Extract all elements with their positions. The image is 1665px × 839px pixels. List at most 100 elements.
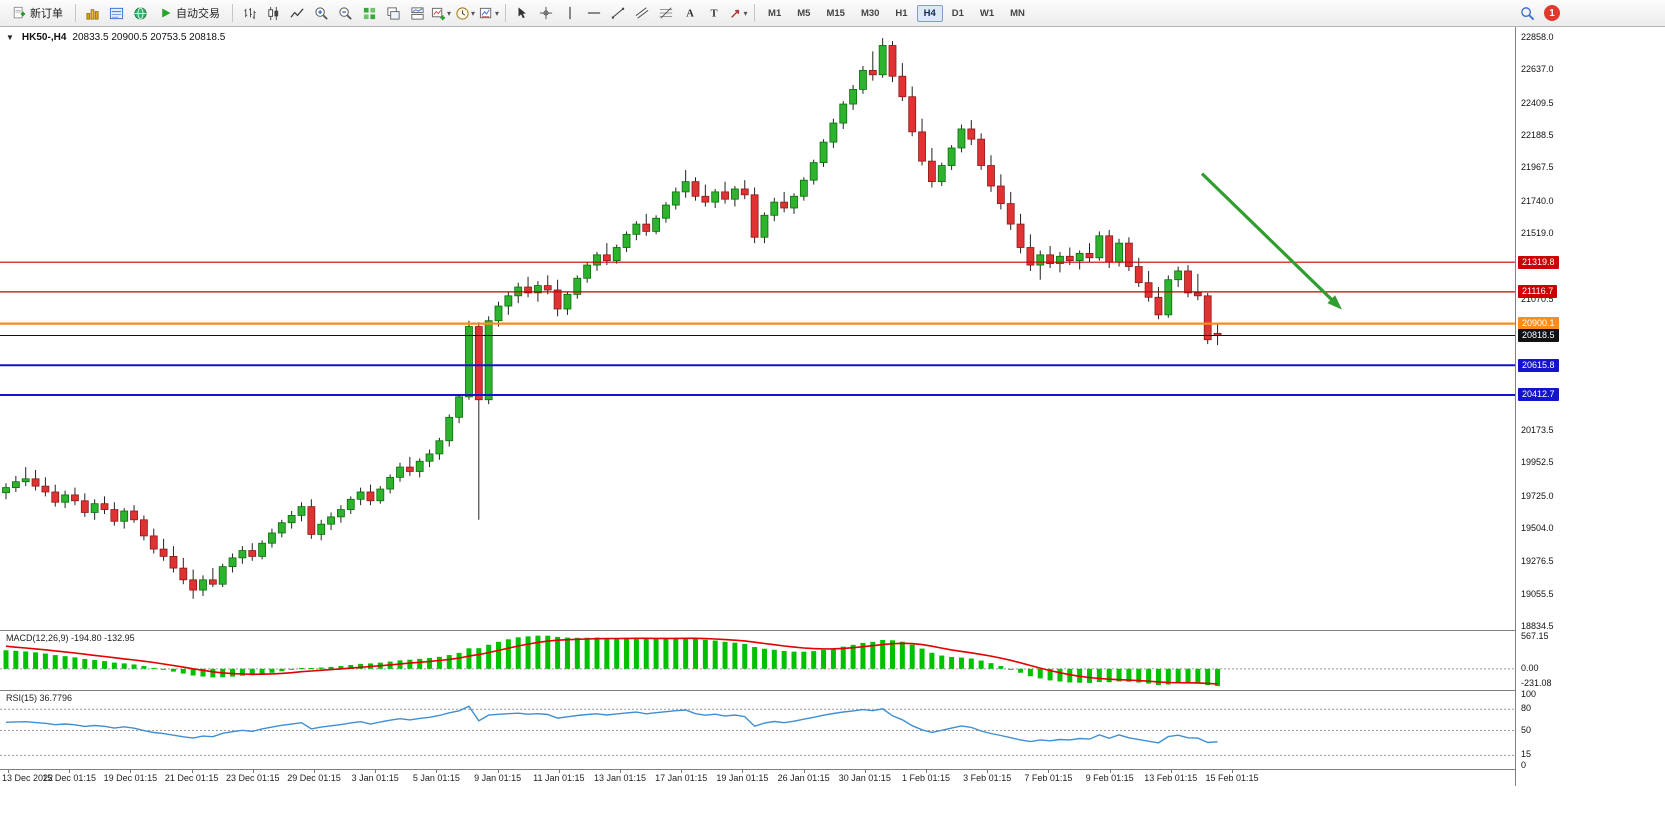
tile-horizontal-icon <box>410 6 425 21</box>
bull-candle <box>504 295 513 307</box>
bull-candle <box>297 506 306 516</box>
cascade-windows-icon <box>386 6 401 21</box>
navigator-button[interactable] <box>129 2 151 24</box>
price-axis-label: 19504.0 <box>1521 522 1554 533</box>
timeframe-button-h4[interactable]: H4 <box>916 4 943 22</box>
bear-candle <box>31 478 40 487</box>
bear-candle <box>100 503 109 510</box>
fibonacci-tool-button[interactable] <box>655 2 677 24</box>
timeframe-button-h1[interactable]: H1 <box>895 7 908 19</box>
timeframe-button-m30[interactable]: M30 <box>860 7 880 19</box>
template-icon <box>479 6 494 21</box>
bar-chart-mode-button[interactable] <box>238 2 260 24</box>
time-axis-tick <box>620 770 621 773</box>
timeframe-button-d1[interactable]: D1 <box>951 7 964 19</box>
macd-panel[interactable]: MACD(12,26,9) -194.80 -132.95 <box>0 630 1515 690</box>
bull-candle <box>238 550 247 559</box>
fibonacci-icon <box>659 6 673 20</box>
price-axis-label: 19725.0 <box>1521 490 1554 501</box>
periods-button[interactable]: ▾ <box>454 2 476 24</box>
macd-histogram-bar <box>584 637 590 669</box>
text-tool-button[interactable]: A <box>679 2 701 24</box>
time-axis-tick <box>864 770 866 773</box>
bull-candle <box>878 45 887 76</box>
macd-histogram-bar <box>1087 668 1092 683</box>
one-click-trading-toggle[interactable]: ▼ <box>6 33 14 42</box>
macd-histogram-bar <box>958 657 964 669</box>
bear-candle <box>642 223 651 232</box>
timeframe-button-m15[interactable]: M15 <box>826 7 845 19</box>
market-watch-button[interactable] <box>105 2 127 24</box>
zoom-in-button[interactable] <box>310 2 332 24</box>
cascade-windows-button[interactable] <box>382 2 404 24</box>
new-chart-button[interactable]: ▾ <box>430 2 452 24</box>
window-bottom-area <box>0 786 1665 839</box>
arrows-tool-button[interactable]: ▾ <box>727 2 749 24</box>
macd-histogram-bar <box>663 638 669 669</box>
vertical-line-tool-button[interactable] <box>559 2 581 24</box>
timeframe-button-m1[interactable]: M1 <box>768 7 782 19</box>
bear-candle <box>248 550 257 557</box>
bear-candle <box>996 185 1005 204</box>
bull-candle <box>839 103 848 124</box>
macd-histogram-bar <box>111 662 117 669</box>
candlestick-mode-button[interactable] <box>262 2 284 24</box>
bear-candle <box>967 128 976 140</box>
macd-histogram-bar <box>299 668 304 670</box>
macd-histogram-bar <box>791 651 797 669</box>
price-axis[interactable]: 22858.0 22637.0 22409.5 22188.5 21967.5 21740… <box>1515 27 1665 786</box>
bear-candle <box>543 285 552 291</box>
macd-histogram-bar <box>496 641 501 669</box>
line-chart-mode-button[interactable] <box>286 2 308 24</box>
bull-candle <box>829 122 838 143</box>
cursor-tool-button[interactable] <box>511 2 533 24</box>
crosshair-tool-button[interactable] <box>535 2 557 24</box>
time-axis-tick <box>130 770 132 773</box>
price-axis-label: 22188.5 <box>1521 130 1554 140</box>
macd-histogram-bar <box>1057 668 1063 682</box>
bull-candle <box>346 498 355 510</box>
tile-horizontal-button[interactable] <box>406 2 428 24</box>
trend-arrow-head[interactable] <box>1327 295 1342 310</box>
macd-histogram-bar <box>1037 668 1043 679</box>
bear-candle <box>701 195 710 203</box>
bear-candle <box>139 519 148 537</box>
timeframe-button-mn[interactable]: MN <box>1010 7 1025 19</box>
time-axis-tick <box>803 770 805 773</box>
bull-candle <box>21 478 30 483</box>
horizontal-line-tool-button[interactable] <box>583 2 605 24</box>
price-badge-20412.7: 20412.7 <box>1518 388 1559 402</box>
zoom-out-button[interactable] <box>334 2 356 24</box>
trendline-tool-button[interactable] <box>607 2 629 24</box>
timeframe-button-m5[interactable]: M5 <box>797 7 811 19</box>
bear-candle <box>474 326 483 401</box>
bear-candle <box>928 160 936 183</box>
timeframe-button-w1[interactable]: W1 <box>979 7 995 19</box>
notification-badge[interactable]: 1 <box>1544 5 1560 21</box>
macd-histogram-bar <box>308 668 314 670</box>
bull-candle <box>376 488 385 502</box>
candlestick-icon <box>266 6 281 21</box>
bear-candle <box>1006 203 1015 225</box>
macd-histogram-bar <box>427 657 433 669</box>
time-axis-label: 3 Feb 01:15 <box>963 773 1012 783</box>
bull-candle <box>809 162 818 181</box>
search-button[interactable] <box>1516 2 1538 24</box>
text-label-tool-button[interactable]: T <box>703 2 725 24</box>
macd-signal-line <box>5 637 1218 685</box>
macd-axis-max: 567.15 <box>1521 631 1549 641</box>
templates-button[interactable]: ▾ <box>478 2 500 24</box>
trend-arrow-line[interactable] <box>1200 172 1338 306</box>
main-chart-panel[interactable]: ▼ HK50-,H4 20833.5 20900.5 20753.5 20818… <box>0 27 1515 630</box>
charts-button[interactable] <box>81 2 103 24</box>
dropdown-caret-icon: ▾ <box>447 8 452 18</box>
tile-windows-button[interactable] <box>358 2 380 24</box>
candlestick-chart[interactable] <box>0 27 1515 630</box>
new-order-button[interactable]: 新订单 <box>5 2 70 24</box>
autotrading-button[interactable]: 自动交易 <box>153 2 227 24</box>
rsi-panel[interactable]: RSI(15) 36.7796 <box>0 690 1515 769</box>
timeframe-group: M1 M5 M15 M30 H1 H4 D1 W1 MN <box>760 4 1033 22</box>
channel-tool-button[interactable] <box>631 2 653 24</box>
time-axis[interactable]: 13 Dec 2022 15 Dec 01:15 19 Dec 01:15 21 De… <box>0 769 1515 786</box>
time-axis-tick <box>987 770 989 773</box>
